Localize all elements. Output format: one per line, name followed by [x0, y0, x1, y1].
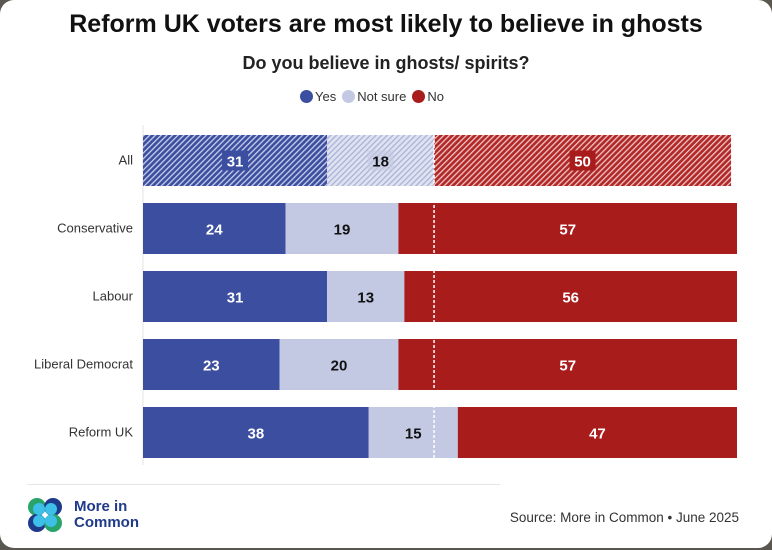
- bar-no: [457, 407, 737, 458]
- data-label: 31: [227, 290, 244, 307]
- data-label: 57: [559, 358, 576, 375]
- label-backdrop: [569, 150, 596, 171]
- data-label: 57: [559, 222, 576, 239]
- logo-text-line: More in: [74, 498, 128, 515]
- category-label: Liberal Democrat: [34, 357, 133, 372]
- data-label: 47: [589, 426, 606, 443]
- footer-divider: [27, 484, 500, 485]
- bar-not-sure: [368, 407, 458, 458]
- logo-text-line: Common: [74, 514, 139, 531]
- bar-yes: [143, 203, 286, 254]
- data-label: 31: [227, 154, 244, 171]
- data-label: 23: [203, 358, 220, 375]
- legend-item-not-sure: Not sure: [342, 89, 406, 104]
- legend-swatch-not-sure: [342, 90, 356, 103]
- category-label: Reform UK: [69, 425, 134, 440]
- chart-subtitle: Do you believe in ghosts/ spirits?: [242, 53, 530, 73]
- data-label: 50: [574, 154, 591, 171]
- bar-no: [398, 203, 737, 254]
- data-label: 20: [331, 358, 348, 375]
- bar-yes: [143, 407, 369, 458]
- legend: Yes Not sure No: [300, 89, 444, 104]
- bar-chart: All 31 18 50 Conservative 24 19 57 Labour 31 13 56 L…: [34, 125, 737, 465]
- chart-title: Reform UK voters are most likely to beli…: [69, 10, 703, 38]
- data-label: 15: [405, 426, 422, 443]
- bar-no: [398, 339, 737, 390]
- bar-yes: [143, 339, 280, 390]
- data-label: 13: [357, 290, 374, 307]
- legend-swatch-yes: [300, 90, 313, 103]
- bar-not-sure: [285, 203, 399, 254]
- category-label: Conservative: [57, 221, 133, 236]
- source-note: Source: More in Common • June 2025: [509, 510, 739, 525]
- data-label: 19: [334, 222, 351, 239]
- data-label: 18: [372, 154, 389, 171]
- legend-label: Not sure: [357, 89, 407, 104]
- bar-yes: [143, 271, 328, 322]
- legend-swatch-no: [412, 90, 426, 103]
- legend-label: Yes: [315, 89, 337, 104]
- bar-not-sure: [279, 339, 399, 390]
- legend-item-no: No: [412, 89, 444, 104]
- logo-text: More in Common: [74, 499, 139, 531]
- category-label: Labour: [93, 289, 134, 304]
- legend-item-yes: Yes: [300, 89, 336, 104]
- more-in-common-logo-icon: [28, 498, 62, 532]
- data-label: 38: [248, 426, 265, 443]
- bar-not-sure: [327, 271, 405, 322]
- category-label: All: [119, 153, 134, 168]
- label-backdrop: [222, 150, 249, 171]
- bar-no: [404, 271, 737, 322]
- label-backdrop: [367, 150, 394, 171]
- data-label: 24: [206, 222, 223, 239]
- data-label: 56: [562, 290, 579, 307]
- legend-label: No: [427, 89, 444, 104]
